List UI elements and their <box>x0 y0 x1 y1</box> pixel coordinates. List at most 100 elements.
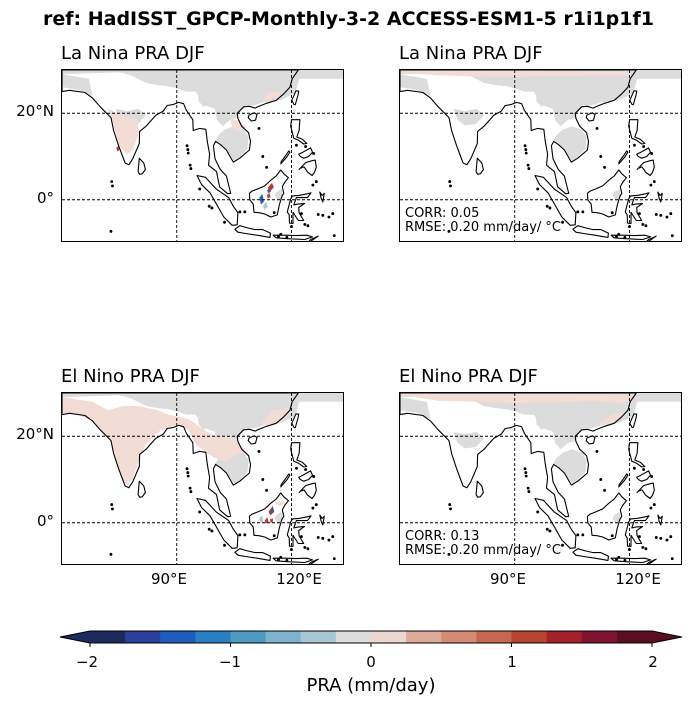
land-area <box>535 498 576 549</box>
coastline-path <box>62 70 299 195</box>
island-dot <box>238 533 242 537</box>
island-dot <box>331 212 335 216</box>
colorbar-segment <box>265 631 302 643</box>
coastline-path <box>572 548 609 561</box>
figure-title: ref: HadISST_GPCP-Monthly-3-2 ACCESS-ESM… <box>43 8 654 30</box>
island-dot <box>526 163 530 167</box>
land-fill <box>400 393 681 561</box>
island-dot <box>257 126 261 130</box>
island-dot <box>277 235 280 238</box>
coastline-path <box>636 470 652 482</box>
masked-region <box>535 91 550 107</box>
island-dot <box>527 490 531 494</box>
coastline-path <box>308 235 319 241</box>
island-dot <box>299 212 303 216</box>
coastline-path <box>298 470 314 482</box>
island-dot <box>272 534 276 538</box>
colorbar-segment <box>335 631 372 643</box>
island-dot <box>207 204 211 208</box>
island-dot <box>279 232 283 236</box>
coastline-path <box>586 169 627 218</box>
island-dot <box>576 210 580 214</box>
island-dot <box>448 180 452 184</box>
light-negative-anomaly <box>259 515 264 523</box>
land-area <box>197 175 238 226</box>
island-dot <box>186 151 190 155</box>
colorbar-segment <box>230 631 267 643</box>
land-area <box>628 442 645 467</box>
island-dot <box>669 212 673 216</box>
island-dot <box>659 536 663 540</box>
land-area <box>290 119 307 144</box>
gridlines <box>62 393 343 564</box>
land-area <box>290 442 307 467</box>
island-dot <box>650 152 654 155</box>
island-dot <box>649 183 653 187</box>
lon-label-120e-right: 120°E <box>615 570 661 588</box>
island-dot <box>314 503 318 507</box>
island-dot <box>644 224 648 228</box>
light-negative-anomaly <box>262 201 268 210</box>
coastline-path <box>585 112 596 122</box>
island-dot <box>652 503 656 507</box>
map-el-nino-model <box>399 392 682 565</box>
island-dot <box>523 144 527 148</box>
island-dot <box>331 535 335 539</box>
strong-positive-anomaly <box>267 193 271 199</box>
gridlines <box>400 393 681 564</box>
island-dot <box>316 536 320 539</box>
panel-title-la-nina-model: La Nina PRA DJF <box>399 43 543 64</box>
coastline-path <box>137 157 146 175</box>
land-area <box>629 413 637 428</box>
island-dot <box>548 529 552 533</box>
island-dot <box>561 220 564 224</box>
masked-region <box>197 91 212 107</box>
land-area <box>138 481 146 498</box>
island-dot <box>304 145 308 149</box>
land-area <box>572 548 609 561</box>
coastline-path <box>247 435 258 445</box>
island-dot <box>327 538 331 542</box>
land-area <box>299 483 317 499</box>
island-dot <box>642 145 646 149</box>
coastline-path <box>62 393 299 518</box>
coastline-path <box>298 482 317 500</box>
lat-label-0-top: 0° <box>36 189 54 207</box>
island-dot <box>576 533 580 537</box>
island-dot <box>198 510 202 514</box>
positive-anomaly <box>107 108 140 155</box>
colorbar-segment <box>441 631 477 643</box>
island-dot <box>316 213 320 216</box>
land-area <box>572 225 609 238</box>
colorbar-tick-neg2: −2 <box>75 653 99 671</box>
rmse-label-el-nino: RMSE: 0.20 mm/day/ °C <box>405 543 562 558</box>
island-dot <box>265 165 269 169</box>
panel-title-la-nina-obs: La Nina PRA DJF <box>61 43 205 64</box>
island-dot <box>223 543 226 547</box>
colorbar-extend-max <box>652 631 682 643</box>
coastline-path <box>308 558 319 564</box>
panel-title-el-nino-obs: El Nino PRA DJF <box>61 366 200 387</box>
coastline-path <box>319 514 325 526</box>
strong-positive-anomaly <box>270 518 274 523</box>
island-dot <box>111 507 114 511</box>
coastline-path <box>586 492 627 541</box>
positive-anomaly <box>400 70 630 77</box>
island-dot <box>641 222 645 226</box>
strong-negative-anomaly <box>259 193 264 205</box>
colorbar-segment <box>581 631 618 643</box>
island-dot <box>321 536 325 540</box>
coastline-path <box>646 235 657 241</box>
island-dot <box>306 224 310 228</box>
island-dot <box>109 229 113 233</box>
colorbar-segment <box>406 631 442 643</box>
island-dot <box>257 449 261 453</box>
colorbar-segment <box>195 631 231 643</box>
coastline-path <box>319 191 325 203</box>
island-dot <box>277 558 280 561</box>
island-dot <box>581 210 585 214</box>
strong-positive-anomaly <box>264 517 269 524</box>
gridlines <box>400 70 681 241</box>
land-area <box>637 483 655 499</box>
coastline-path <box>400 70 637 195</box>
